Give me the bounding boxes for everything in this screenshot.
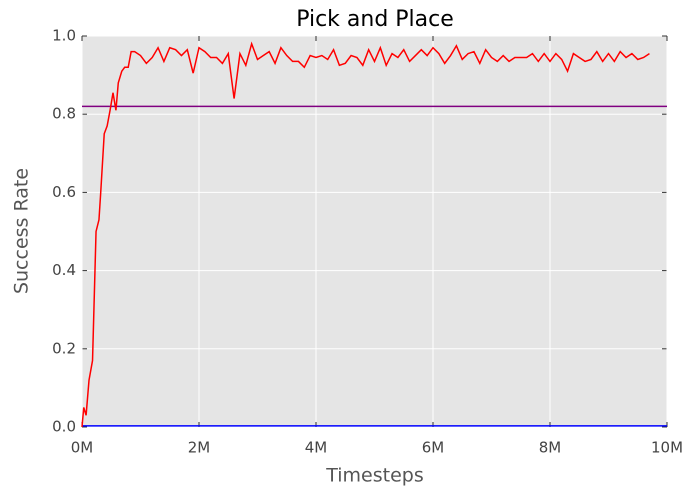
y-tick-label: 0.8 bbox=[52, 105, 76, 123]
y-tick-label: 0.0 bbox=[52, 418, 76, 436]
x-axis-label: Timesteps bbox=[325, 465, 424, 487]
y-tick-label: 0.4 bbox=[52, 261, 76, 279]
x-tick-label: 2M bbox=[188, 439, 211, 457]
y-axis-label: Success Rate bbox=[11, 168, 33, 294]
x-tick-label: 0M bbox=[71, 439, 94, 457]
x-tick-label: 8M bbox=[539, 439, 562, 457]
y-tick-label: 0.2 bbox=[52, 339, 76, 357]
x-tick-label: 6M bbox=[422, 439, 445, 457]
chart-title: Pick and Place bbox=[296, 7, 454, 32]
data-line bbox=[81, 41, 650, 428]
y-tick-label: 0.6 bbox=[52, 183, 76, 201]
plot-area bbox=[82, 36, 667, 427]
x-tick-label: 4M bbox=[305, 439, 328, 457]
x-tick-label: 10M bbox=[651, 439, 683, 457]
y-tick-label: 1.0 bbox=[52, 27, 76, 45]
